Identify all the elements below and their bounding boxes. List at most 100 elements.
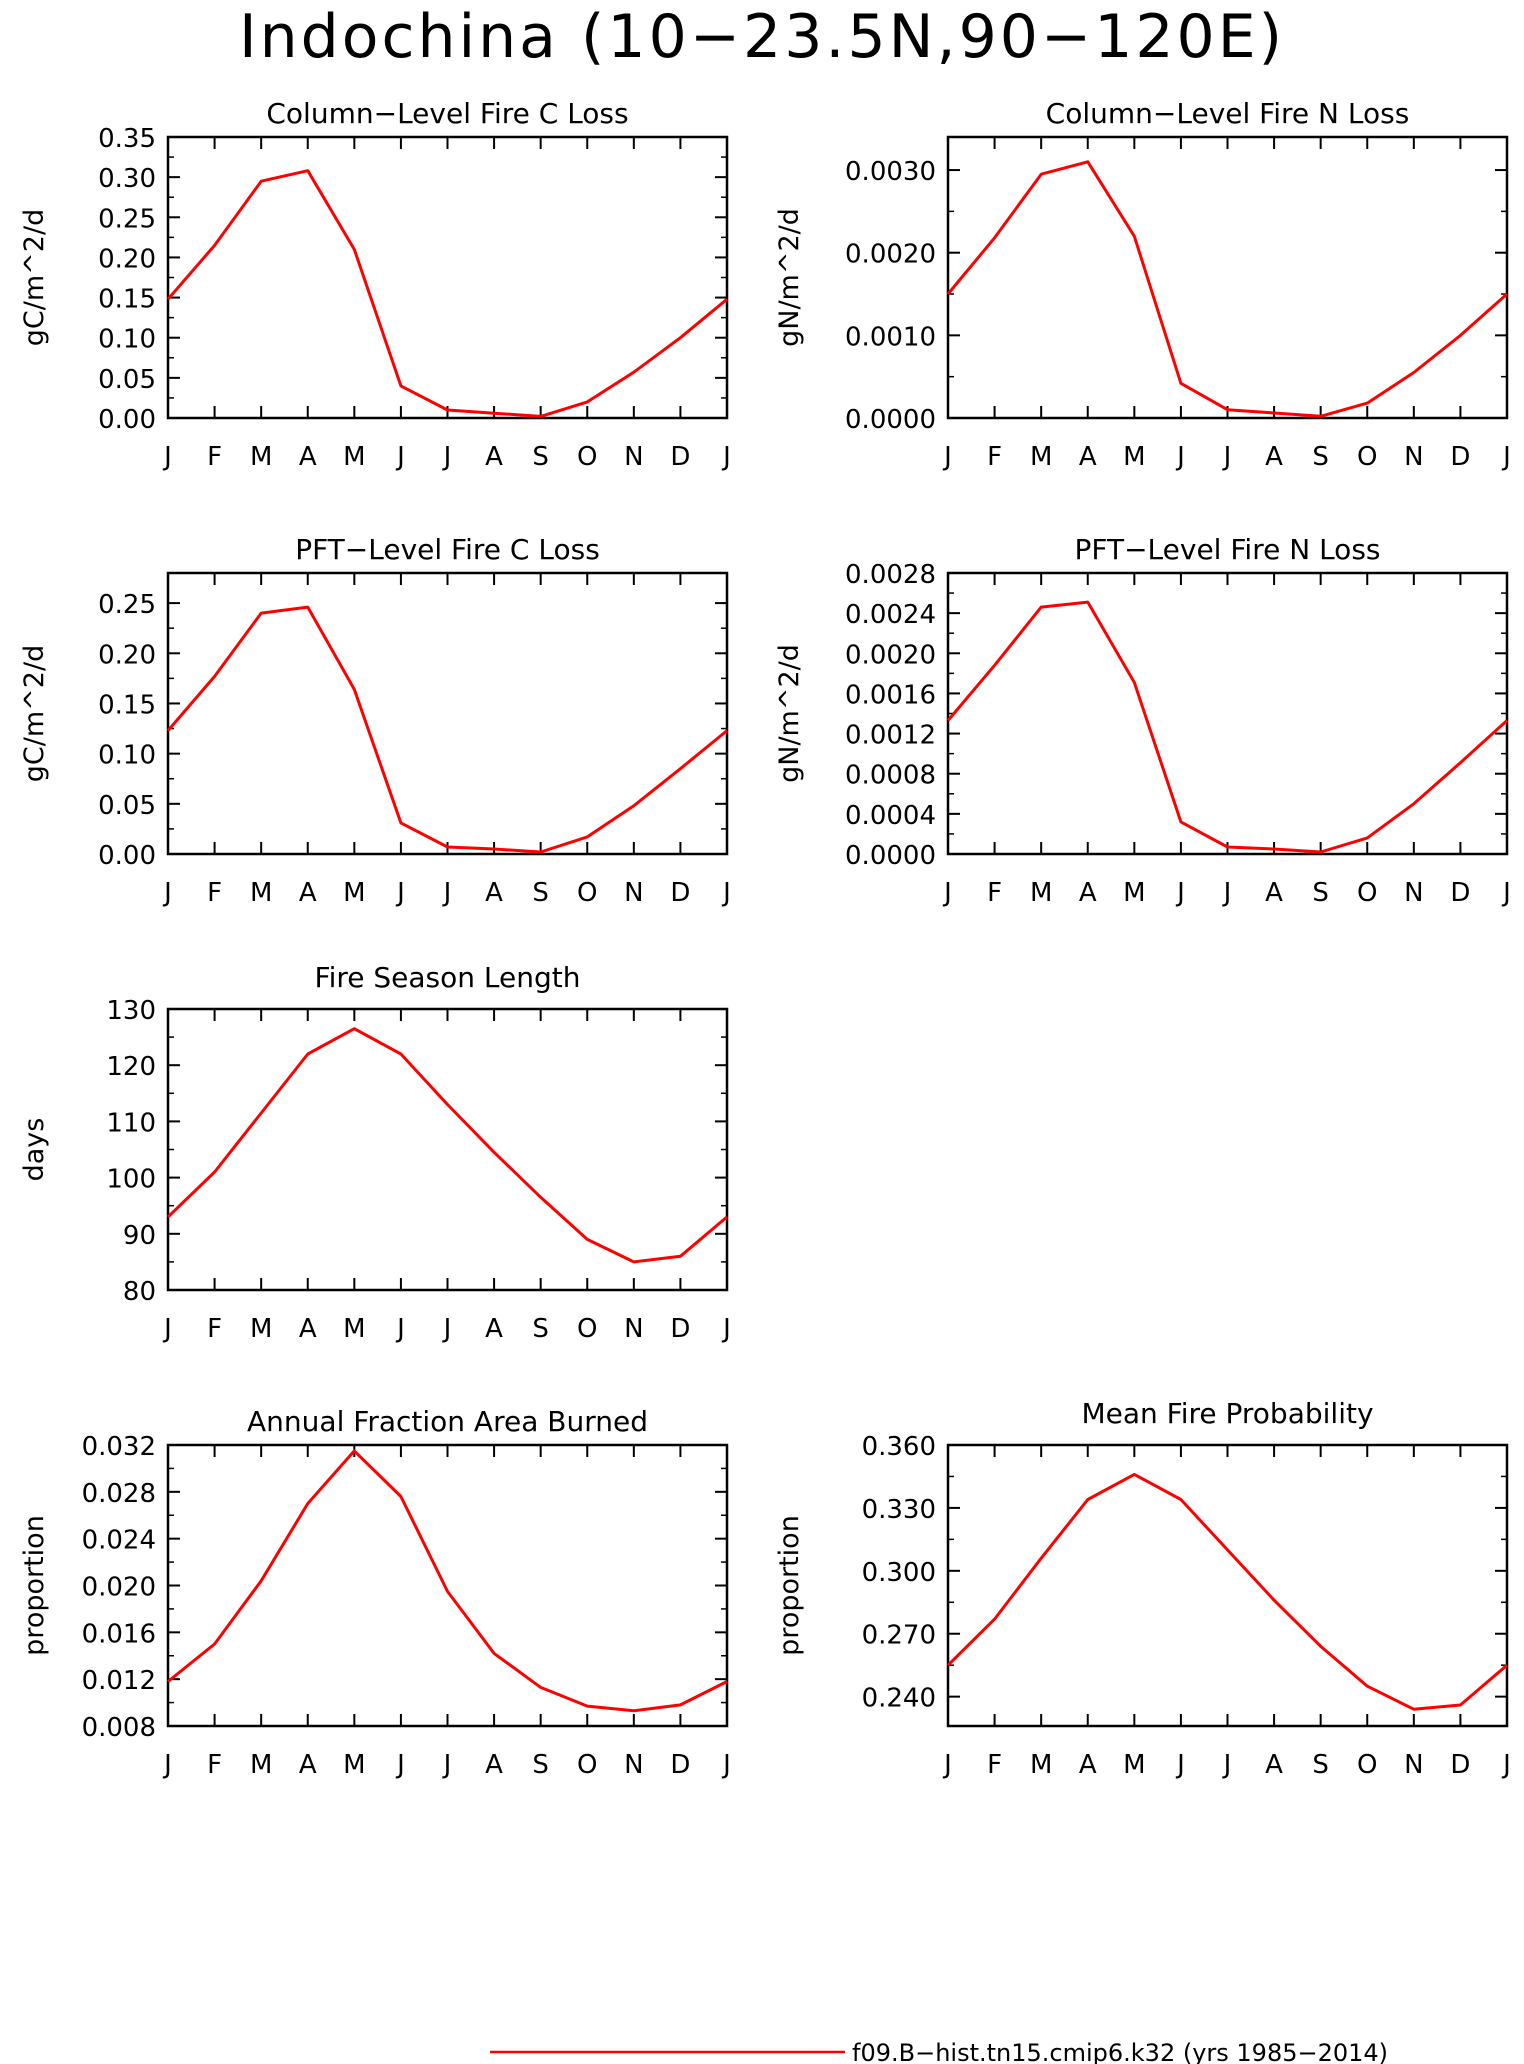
plot-frame [946, 1443, 1509, 1728]
y-axis-label: proportion [19, 1515, 50, 1656]
x-tick-label: M [1123, 878, 1145, 908]
y-tick-label: 0.10 [98, 325, 156, 355]
x-tick-label: O [577, 1314, 597, 1344]
x-tick-label: D [670, 1314, 690, 1344]
x-tick-label: F [207, 1750, 222, 1780]
x-tick-label: N [624, 1750, 643, 1780]
plot-frame [166, 1443, 729, 1728]
x-tick-label: N [624, 878, 643, 908]
y-tick-label: 0.0030 [845, 157, 936, 187]
y-tick-label: 0.0000 [845, 405, 936, 435]
y-tick-label: 0.024 [82, 1526, 156, 1556]
x-tick-label: J [942, 1750, 952, 1780]
x-tick-label: A [485, 878, 503, 908]
plot-frame [166, 571, 729, 856]
chart-panel-annual-fraction-area-burned: J F M A M J J A S O N D J0.0080.0120.0160.0200.0240.… [19, 1405, 731, 1780]
x-tick-label: J [395, 1314, 405, 1344]
x-tick-label: F [987, 1750, 1002, 1780]
x-tick-label: S [532, 1314, 549, 1344]
chart-panel-mean-fire-probability: J F M A M J J A S O N D J0.2400.2700.3000.3300.360Me… [774, 1397, 1511, 1780]
y-tick-label: 0.330 [862, 1495, 936, 1525]
x-tick-label: F [987, 878, 1002, 908]
x-tick-label: J [942, 878, 952, 908]
y-tick-label: 0.35 [98, 124, 156, 154]
y-tick-label: 0.0000 [845, 841, 936, 871]
x-tick-label: J [1175, 878, 1185, 908]
plot-frame [946, 135, 1509, 420]
y-tick-label: 0.300 [862, 1558, 936, 1588]
series-line [946, 160, 1508, 418]
x-tick-label: O [1357, 442, 1377, 472]
x-tick-label: O [577, 878, 597, 908]
panel-title: Fire Season Length [315, 961, 581, 994]
chart-panel-column-fire-n-loss: J F M A M J J A S O N D J0.00000.00100.00200.0030Col… [774, 97, 1511, 472]
x-tick-label: S [532, 878, 549, 908]
x-tick-label: J [395, 878, 405, 908]
x-tick-label: A [1079, 878, 1097, 908]
x-tick-label: J [1501, 1750, 1511, 1780]
x-tick-label: J [942, 442, 952, 472]
x-tick-label: D [1450, 442, 1470, 472]
x-tick-label: N [1404, 1750, 1423, 1780]
x-tick-label: M [343, 442, 365, 472]
y-tick-label: 0.020 [82, 1573, 156, 1603]
y-tick-label: 0.240 [862, 1684, 936, 1714]
y-tick-label: 0.00 [98, 841, 156, 871]
y-tick-label: 0.0016 [845, 680, 936, 710]
x-tick-label: A [1079, 442, 1097, 472]
x-tick-label: D [670, 1750, 690, 1780]
chart-panel-pft-fire-c-loss: J F M A M J J A S O N D J0.000.050.100.150.200.25PFT… [19, 533, 731, 908]
x-tick-label: M [250, 1750, 272, 1780]
x-tick-label: J [1222, 1750, 1232, 1780]
y-tick-label: 90 [123, 1221, 156, 1251]
chart-panel-column-fire-c-loss: J F M A M J J A S O N D J0.000.050.100.150.200.250.3… [19, 97, 731, 472]
y-tick-label: 0.20 [98, 640, 156, 670]
x-tick-label: O [577, 1750, 597, 1780]
x-tick-label: N [1404, 878, 1423, 908]
y-tick-label: 0.0008 [845, 761, 936, 791]
x-tick-label: S [1312, 1750, 1329, 1780]
y-tick-label: 0.032 [82, 1432, 156, 1462]
x-tick-label: M [343, 1750, 365, 1780]
y-axis-label: gC/m^2/d [19, 645, 50, 782]
x-tick-label: J [162, 1750, 172, 1780]
x-tick-label: A [299, 878, 317, 908]
x-tick-label: A [1265, 442, 1283, 472]
y-axis-label: days [19, 1118, 50, 1182]
x-tick-label: M [343, 1314, 365, 1344]
series-line [946, 1472, 1508, 1711]
legend-label: f09.B−hist.tn15.cmip6.k32 (yrs 1985−2014… [852, 2039, 1388, 2064]
x-tick-label: O [1357, 1750, 1377, 1780]
x-tick-label: J [442, 878, 452, 908]
y-tick-label: 0.028 [82, 1479, 156, 1509]
y-tick-label: 0.0028 [845, 560, 936, 590]
y-tick-label: 0.016 [82, 1619, 156, 1649]
y-tick-label: 0.05 [98, 791, 156, 821]
y-tick-label: 0.360 [862, 1432, 936, 1462]
y-tick-label: 110 [106, 1108, 156, 1138]
x-tick-label: A [299, 442, 317, 472]
y-tick-label: 0.20 [98, 244, 156, 274]
x-tick-label: A [299, 1314, 317, 1344]
x-tick-label: J [162, 878, 172, 908]
y-axis-label: gN/m^2/d [774, 644, 805, 783]
series-line [946, 600, 1509, 854]
x-tick-label: J [395, 442, 405, 472]
x-tick-label: A [1079, 1750, 1097, 1780]
x-tick-label: A [1265, 878, 1283, 908]
x-tick-label: J [721, 878, 731, 908]
x-tick-label: M [343, 878, 365, 908]
x-tick-label: D [1450, 1750, 1470, 1780]
x-tick-label: J [1222, 878, 1232, 908]
x-tick-label: D [670, 442, 690, 472]
y-tick-label: 0.0004 [845, 801, 936, 831]
x-tick-label: O [577, 442, 597, 472]
x-tick-label: J [1501, 878, 1511, 908]
series-line [166, 1027, 728, 1264]
series-line [166, 605, 728, 854]
x-tick-label: F [207, 1314, 222, 1344]
x-tick-label: A [485, 442, 503, 472]
y-tick-label: 0.15 [98, 285, 156, 315]
panel-title: PFT−Level Fire C Loss [295, 533, 600, 566]
